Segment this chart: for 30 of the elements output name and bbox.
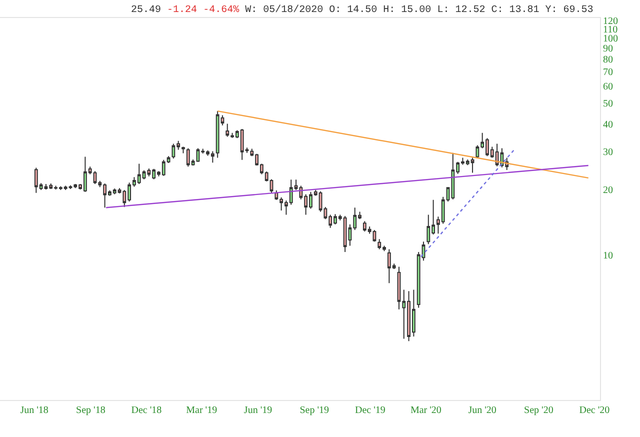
x-tick-label: Jun '18 — [20, 405, 48, 416]
text: -4.64% — [203, 5, 240, 16]
x-tick-label: Sep '18 — [76, 405, 106, 416]
y-tick-label: 70 — [603, 66, 613, 78]
text: 25.49 — [131, 5, 162, 16]
y-tick-label: 60 — [603, 82, 613, 92]
text: H: 15.00 — [383, 5, 432, 16]
text: C: 13.81 — [491, 5, 540, 16]
y-tick-label: 50 — [603, 98, 613, 110]
y-tick-label: 80 — [603, 54, 613, 66]
x-tick-label: Sep '20 — [524, 405, 554, 416]
text: W: 05/18/2020 — [245, 4, 324, 16]
y-tick-label: 40 — [603, 120, 613, 131]
y-tick-label: 30 — [603, 146, 613, 158]
x-tick-label: Jun '20 — [468, 405, 496, 416]
text: -1.24 — [167, 5, 198, 16]
x-tick-label: Mar '20 — [410, 405, 442, 416]
text: O: 14.50 — [329, 5, 378, 16]
y-tick-label: 20 — [603, 184, 613, 196]
x-tick-label: Dec '18 — [131, 405, 162, 416]
x-tick-label: Dec '20 — [579, 405, 610, 416]
x-tick-label: Jun '19 — [244, 405, 272, 416]
x-tick-label: Dec '19 — [354, 405, 386, 416]
y-tick-label: 100 — [603, 33, 618, 44]
x-tick-label: Mar '19 — [186, 405, 218, 416]
y-tick-label: 10 — [603, 250, 613, 262]
text: Y: 69.53 — [545, 5, 594, 16]
x-tick-label: Sep '19 — [300, 405, 330, 416]
y-tick-label: 90 — [603, 43, 613, 54]
text: L: 12.52 — [437, 5, 486, 16]
